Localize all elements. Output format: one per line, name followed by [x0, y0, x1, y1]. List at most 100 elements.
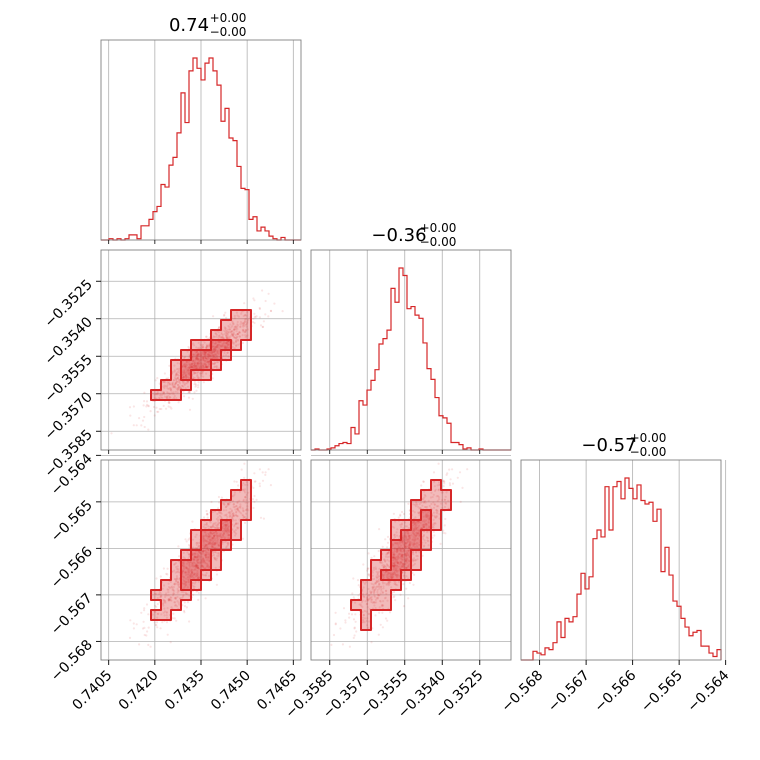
- scatter-point: [178, 385, 181, 388]
- scatter-point: [376, 571, 379, 574]
- scatter-point: [153, 621, 156, 624]
- density-cell: [401, 550, 411, 560]
- scatter-point: [204, 346, 208, 349]
- scatter-point: [185, 606, 188, 609]
- scatter-point: [227, 541, 230, 544]
- scatter-point: [354, 620, 357, 623]
- scatter-point: [370, 582, 373, 585]
- scatter-point: [246, 491, 249, 494]
- scatter-point: [449, 484, 452, 487]
- scatter-point: [184, 382, 188, 385]
- scatter-point: [378, 583, 381, 586]
- density-cell: [371, 580, 381, 590]
- x-tick-label: −0.566: [592, 667, 640, 715]
- scatter-point: [152, 405, 156, 409]
- hist-panel-0: 0.74 +0.00−0.00: [100, 11, 302, 241]
- scatter-point: [242, 488, 245, 491]
- scatter-point: [421, 535, 424, 539]
- density-cell: [201, 340, 211, 350]
- scatter-point: [177, 387, 180, 390]
- scatter-point: [236, 515, 239, 518]
- scatter-point: [422, 537, 425, 541]
- scatter-point: [200, 374, 203, 377]
- scatter-point: [415, 500, 418, 504]
- scatter-point: [202, 375, 205, 378]
- scatter-point: [375, 576, 378, 579]
- scatter-point: [188, 390, 191, 394]
- scatter-point: [246, 501, 249, 504]
- scatter-point: [244, 330, 247, 333]
- scatter-point: [386, 546, 389, 549]
- scatter-point: [365, 596, 368, 599]
- scatter-point: [188, 553, 191, 556]
- scatter-point: [226, 351, 229, 354]
- scatter-point: [229, 330, 232, 333]
- scatter-point: [388, 581, 391, 584]
- scatter-point: [424, 500, 427, 503]
- scatter-point: [173, 370, 176, 373]
- scatter-point: [403, 575, 406, 578]
- scatter-point: [176, 580, 179, 584]
- scatter-point: [177, 374, 180, 377]
- density-cell: [191, 550, 201, 560]
- x-tick-label: 0.7435: [162, 668, 208, 714]
- scatter-point: [186, 385, 190, 388]
- scatter-point: [388, 565, 391, 569]
- scatter-point: [170, 392, 173, 395]
- scatter-point: [233, 317, 236, 320]
- scatter-point: [174, 597, 177, 601]
- scatter-point: [243, 323, 246, 326]
- scatter-point: [176, 376, 179, 379]
- scatter-point: [228, 516, 231, 519]
- scatter-point: [234, 336, 237, 339]
- scatter-point: [220, 331, 223, 334]
- scatter-point: [235, 339, 238, 342]
- scatter-point: [171, 381, 175, 384]
- scatter-point: [183, 605, 187, 608]
- density-cell: [371, 560, 381, 570]
- scatter-point: [167, 382, 170, 385]
- scatter-point: [207, 344, 210, 347]
- density-cell: [181, 350, 191, 360]
- scatter-point: [188, 408, 192, 411]
- scatter-point: [170, 389, 173, 392]
- scatter-point: [171, 594, 175, 597]
- scatter-point: [235, 522, 238, 525]
- scatter-point: [226, 330, 230, 333]
- density-cell: [381, 590, 391, 600]
- scatter-point: [235, 504, 238, 508]
- scatter-point: [214, 551, 217, 554]
- scatter-point: [354, 601, 357, 604]
- scatter-point: [167, 397, 170, 400]
- scatter-point: [245, 499, 248, 502]
- scatter-point: [236, 526, 239, 529]
- scatter-point: [191, 520, 194, 523]
- scatter-point: [235, 510, 238, 513]
- density-cell: [221, 320, 231, 330]
- scatter-point: [244, 491, 247, 494]
- scatter-point: [231, 514, 235, 517]
- scatter-point: [153, 393, 156, 396]
- scatter-point: [241, 322, 244, 325]
- scatter-point: [178, 380, 181, 383]
- density-cell: [171, 360, 181, 370]
- scatter-point: [244, 313, 247, 317]
- scatter-point: [444, 532, 447, 535]
- hist-panel-2: −0.57+0.00−0.00: [520, 431, 727, 661]
- scatter-point: [201, 370, 204, 373]
- scatter-point: [153, 610, 156, 613]
- scatter-point: [228, 510, 231, 514]
- scatter-point: [243, 302, 246, 305]
- scatter-point: [178, 369, 181, 372]
- scatter-point: [361, 605, 364, 609]
- scatter-point: [443, 482, 446, 485]
- scatter-point: [175, 567, 178, 571]
- scatter-point: [222, 509, 225, 512]
- scatter-point: [253, 494, 256, 498]
- scatter-point: [165, 611, 168, 614]
- density-cell: [241, 500, 251, 510]
- scatter-point: [149, 645, 152, 648]
- scatter-point: [145, 603, 149, 606]
- scatter-point: [445, 491, 448, 494]
- scatter-point: [197, 598, 200, 602]
